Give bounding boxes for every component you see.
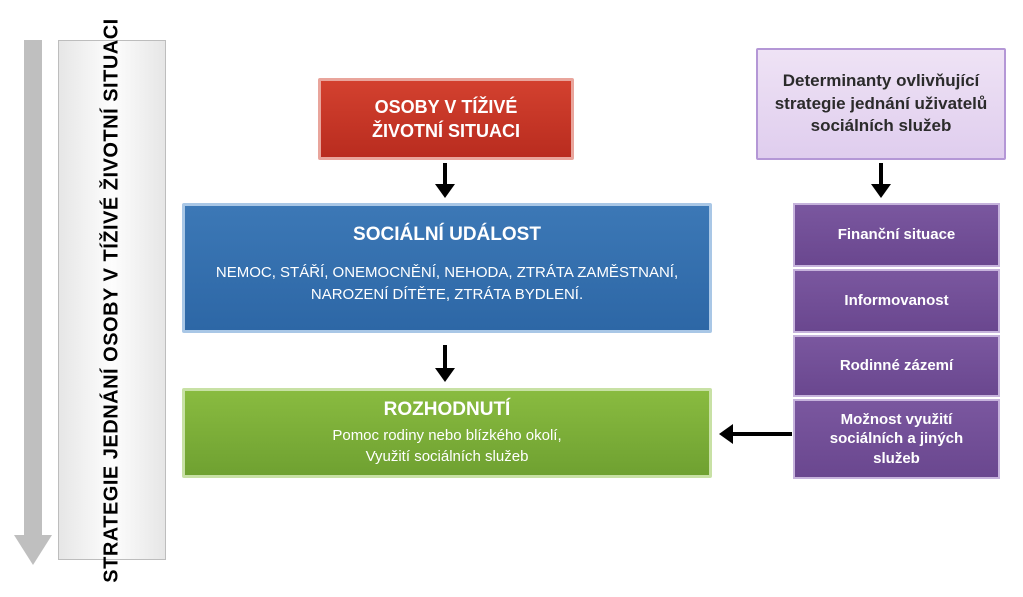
- arrow-blue-to-green-head: [435, 368, 455, 382]
- arrow-red-to-blue-head: [435, 184, 455, 198]
- determinant-item: Možnost využití sociálních a jiných služ…: [793, 399, 1000, 479]
- node-social-event: SOCIÁLNÍ UDÁLOST NEMOC, STÁŘÍ, ONEMOCNĚN…: [182, 203, 712, 333]
- sidebar-arrow-head: [14, 535, 52, 565]
- determinant-item: Informovanost: [793, 269, 1000, 333]
- node-red-title: OSOBY V TÍŽIVÉ ŽIVOTNÍ SITUACI: [337, 95, 555, 144]
- node-decision: ROZHODNUTÍ Pomoc rodiny nebo blízkého ok…: [182, 388, 712, 478]
- arrow-list-to-green-head: [719, 424, 733, 444]
- sidebar-label: STRATEGIE JEDNÁNÍ OSOBY V TÍŽIVÉ ŽIVOTNÍ…: [100, 18, 125, 582]
- determinants-list: Finanční situace Informovanost Rodinné z…: [793, 203, 1000, 479]
- arrow-blue-to-green-shaft: [443, 345, 447, 369]
- node-determinants-heading: Determinanty ovlivňující strategie jedná…: [756, 48, 1006, 160]
- determinant-item: Finanční situace: [793, 203, 1000, 267]
- node-blue-title: SOCIÁLNÍ UDÁLOST: [353, 224, 541, 246]
- sidebar-arrow: [18, 40, 48, 570]
- node-blue-sub: NEMOC, STÁŘÍ, ONEMOCNĚNÍ, NEHODA, ZTRÁTA…: [201, 262, 693, 306]
- arrow-list-to-green-shaft: [732, 432, 792, 436]
- node-lav-title: Determinanty ovlivňující strategie jedná…: [774, 70, 988, 139]
- flowchart-diagram: STRATEGIE JEDNÁNÍ OSOBY V TÍŽIVÉ ŽIVOTNÍ…: [0, 0, 1023, 597]
- node-green-sub: Pomoc rodiny nebo blízkého okolí, Využit…: [332, 425, 561, 467]
- arrow-lav-to-list-head: [871, 184, 891, 198]
- node-green-title: ROZHODNUTÍ: [384, 399, 511, 421]
- determinant-item: Rodinné zázemí: [793, 335, 1000, 397]
- arrow-lav-to-list-shaft: [879, 163, 883, 185]
- sidebar-arrow-shaft: [24, 40, 42, 535]
- sidebar-label-box: STRATEGIE JEDNÁNÍ OSOBY V TÍŽIVÉ ŽIVOTNÍ…: [58, 40, 166, 560]
- arrow-red-to-blue-shaft: [443, 163, 447, 185]
- node-persons-difficult-situation: OSOBY V TÍŽIVÉ ŽIVOTNÍ SITUACI: [318, 78, 574, 160]
